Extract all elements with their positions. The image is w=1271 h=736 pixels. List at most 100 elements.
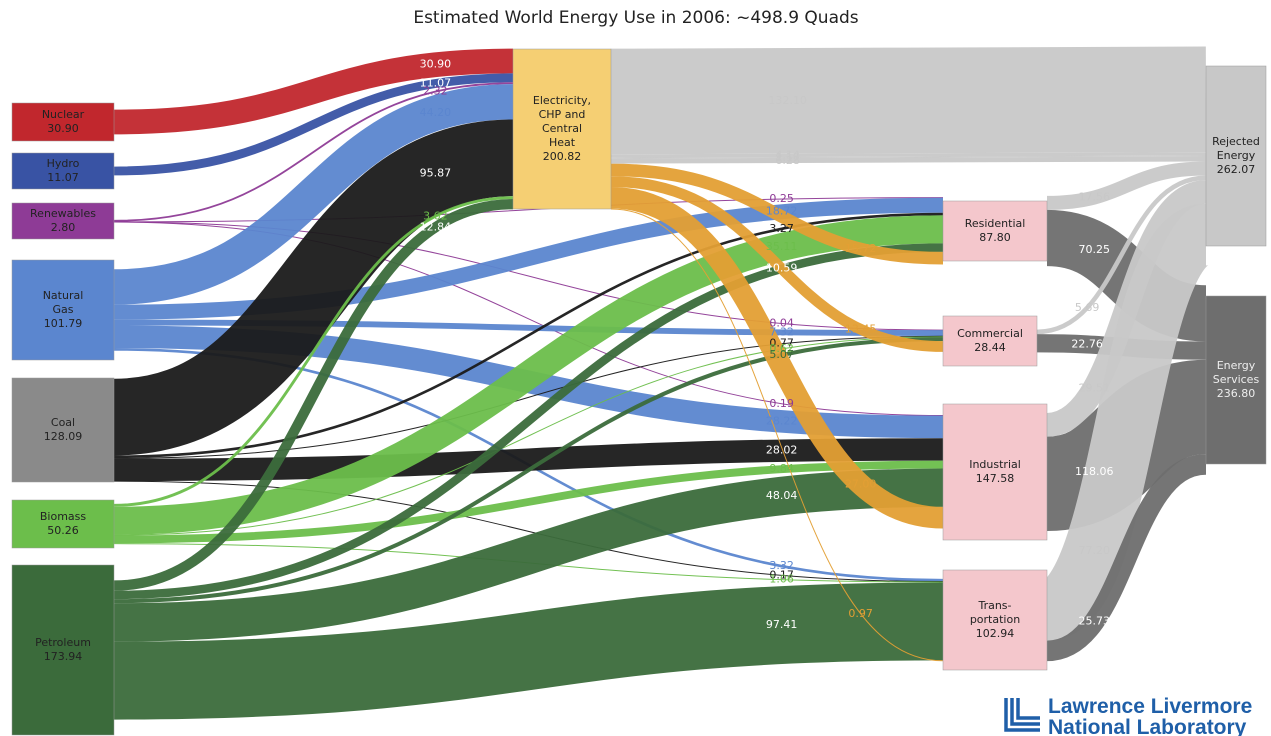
node-label: Rejected — [1212, 135, 1260, 148]
flow-label: 95.87 — [420, 167, 452, 180]
flow-label: 3.27 — [769, 222, 794, 235]
flow-label: 0.77 — [769, 337, 794, 350]
node — [1205, 295, 1267, 465]
node-label: Industrial — [969, 458, 1021, 471]
flow-label: 11.07 — [420, 76, 452, 89]
flow-label: 5.69 — [1075, 301, 1100, 314]
flow — [1046, 161, 1207, 210]
node-label: Energy — [1217, 359, 1256, 372]
node-label: Gas — [53, 303, 74, 316]
node-value: 30.90 — [47, 122, 79, 135]
nodes: Nuclear30.90Hydro11.07Renewables2.80Natu… — [11, 48, 1267, 736]
node — [11, 499, 115, 549]
node-label: Heat — [549, 136, 576, 149]
flow-label: 7.32 — [769, 325, 794, 338]
flow-label: 70.25 — [1078, 243, 1110, 256]
node-label: Commercial — [957, 327, 1023, 340]
flow-label: 17.56 — [1078, 191, 1110, 204]
node — [942, 315, 1038, 367]
flow — [113, 480, 944, 583]
flow — [1036, 175, 1207, 335]
flow-label: 6.28 — [775, 154, 800, 167]
node-label: Renewables — [30, 207, 96, 220]
flow-label: 118.06 — [1075, 465, 1114, 478]
node-label: Trans- — [977, 599, 1011, 612]
node-value: 200.82 — [543, 150, 582, 163]
node-label: portation — [970, 613, 1020, 626]
flow-label: 132.10 — [768, 94, 807, 107]
flow — [610, 163, 944, 265]
flow — [113, 582, 944, 720]
flow — [610, 208, 944, 662]
flow-label: 13.45 — [845, 322, 877, 335]
flow-label: 3.32 — [769, 559, 794, 572]
node-value: 11.07 — [47, 171, 79, 184]
links — [112, 46, 1213, 720]
node-value: 2.80 — [51, 221, 76, 234]
flow-label: 28.02 — [766, 444, 798, 457]
node-label: Energy — [1217, 149, 1256, 162]
flow — [113, 48, 514, 135]
flow — [113, 215, 944, 535]
flow — [112, 119, 515, 456]
flow-label: 0.19 — [769, 397, 794, 410]
flow-label: 10.59 — [766, 262, 798, 275]
flow-label: 27.00 — [845, 477, 877, 490]
flow — [113, 336, 944, 536]
node — [11, 202, 115, 240]
node-value: 50.26 — [47, 524, 79, 537]
node — [512, 48, 612, 210]
node-value: 147.58 — [976, 472, 1015, 485]
flow-label: 30.90 — [420, 58, 452, 71]
logo-line: National Laboratory — [1048, 716, 1247, 736]
flow — [113, 199, 514, 591]
node — [11, 152, 115, 190]
node-value: 87.80 — [979, 231, 1011, 244]
flow — [113, 84, 514, 305]
logo-icon — [1004, 698, 1040, 732]
flow-label: 15.72 — [845, 242, 877, 255]
flow-label: 97.41 — [766, 618, 798, 631]
flow — [1040, 203, 1213, 641]
node — [11, 259, 115, 361]
flow-label: 77.20 — [1078, 544, 1110, 557]
node-label: Residential — [965, 217, 1026, 230]
flow — [113, 82, 514, 222]
node-value: 28.44 — [974, 341, 1006, 354]
logo-line: Lawrence Livermore — [1048, 695, 1252, 718]
flow — [113, 73, 514, 176]
flow — [113, 335, 944, 459]
node-value: 173.94 — [44, 650, 83, 663]
flow-label: 4.14 — [775, 149, 800, 162]
flow-label: 0.25 — [769, 192, 794, 205]
node-label: Petroleum — [35, 636, 91, 649]
flow — [113, 212, 944, 459]
flow — [1045, 454, 1208, 662]
node-value: 102.94 — [976, 627, 1015, 640]
flow-label: 12.84 — [420, 220, 452, 233]
node-label: Nuclear — [42, 108, 85, 121]
flow-label: 25.73 — [1078, 615, 1110, 628]
node-value: 236.80 — [1217, 387, 1256, 400]
node-label: Biomass — [40, 510, 87, 523]
node-label: Central — [542, 122, 582, 135]
flow-label: 0.62 — [769, 342, 794, 355]
flow — [610, 176, 944, 352]
flow-label: 1.06 — [769, 573, 794, 586]
flow-label: 22.76 — [1071, 337, 1103, 350]
flow — [610, 152, 1207, 158]
node-label: CHP and — [539, 108, 586, 121]
flow-label: 1.17 — [775, 151, 800, 164]
node — [1205, 65, 1267, 247]
flow-label: 2.32 — [423, 85, 448, 98]
node — [11, 564, 115, 736]
flow — [113, 196, 514, 507]
node-value: 101.79 — [44, 317, 83, 330]
flow-label: 5.07 — [769, 348, 794, 361]
title: Estimated World Energy Use in 2006: ~498… — [413, 8, 858, 28]
link-labels: 30.90 11.072.32 0.25 0.04 0.19 44.20 18.72 7.32… — [420, 58, 1114, 631]
node-value: 128.09 — [44, 430, 83, 443]
flow-label: 29.51 — [1078, 381, 1110, 394]
flow — [113, 468, 944, 642]
